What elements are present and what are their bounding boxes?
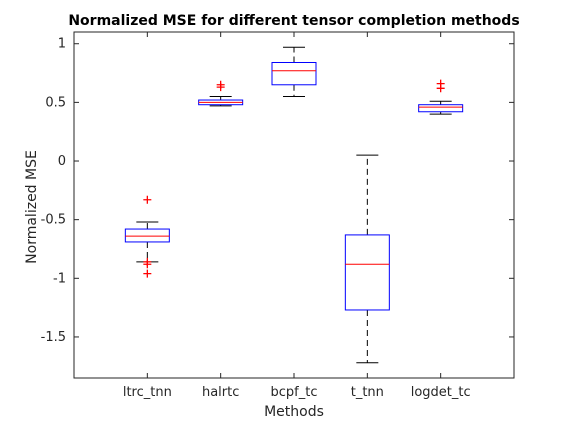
y-tick-label: -1 (53, 271, 66, 286)
box-bcpf-tc (271, 61, 317, 86)
outlier-marker-logdet-tc (436, 79, 445, 88)
x-tick-label: t_tnn (351, 385, 384, 400)
box-t-tnn (344, 234, 390, 311)
outlier-marker-ltrc-tnn (143, 260, 152, 269)
chart-title: Normalized MSE for different tensor comp… (68, 13, 519, 29)
x-tick-label: bcpf_tc (271, 385, 318, 400)
plot-area-frame (73, 31, 515, 379)
y-tick-label: -0.5 (41, 213, 66, 228)
y-tick-label: -1.5 (41, 330, 66, 345)
box-ltrc-tnn (124, 228, 170, 243)
y-tick-label: 0 (58, 154, 66, 169)
x-tick-label: logdet_tc (411, 385, 471, 400)
x-tick-label: ltrc_tnn (123, 385, 172, 400)
chart-marks: 1 0.5 0 -0.5 -1 -1.5 ltrc_tnn halrtc bcpf_tc t_tn… (41, 32, 514, 400)
outlier-marker-ltrc-tnn (143, 269, 152, 278)
x-tick-label: halrtc (202, 385, 239, 400)
y-tick-label: 1 (58, 37, 66, 52)
outlier-marker-ltrc-tnn (143, 195, 152, 204)
outlier-marker-halrtc (216, 80, 225, 89)
y-axis-label: Normalized MSE (24, 150, 40, 264)
x-axis-label: Methods (264, 404, 324, 420)
y-tick-label: 0.5 (45, 95, 66, 110)
box-logdet-tc (418, 104, 464, 113)
